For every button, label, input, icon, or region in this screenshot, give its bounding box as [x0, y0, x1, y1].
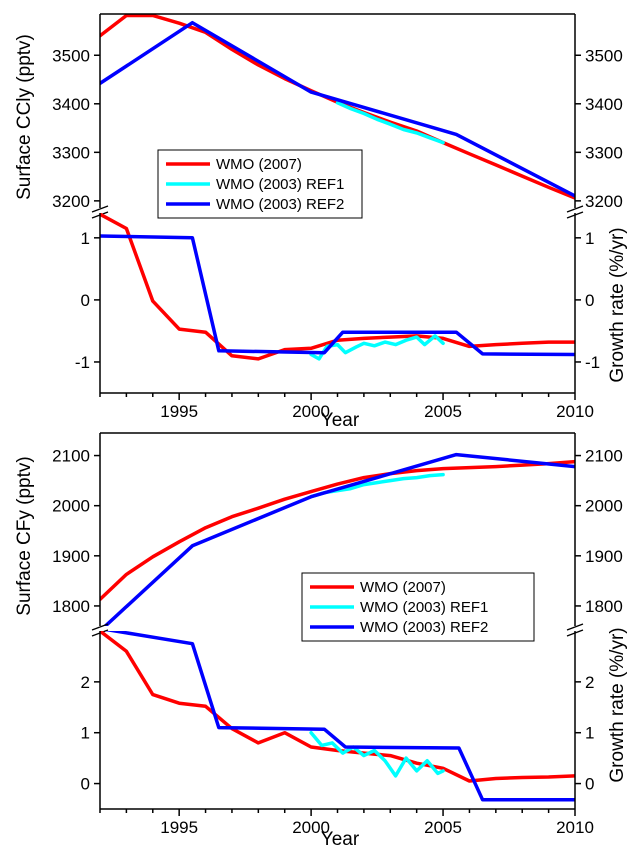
top-legend: WMO (2007) WMO (2003) REF1 WMO (2003) REF2	[157, 149, 363, 219]
legend-entry: WMO (2003) REF1	[216, 176, 344, 193]
top-upper-panel: 3200 3200 3300 3300 3400 3400 3500 3500	[52, 13, 623, 219]
ytick-label-left: 0	[81, 291, 90, 310]
ytick-label-left: 3200	[52, 192, 90, 211]
top-xlabel: Year	[321, 410, 360, 431]
xtick-label: 2010	[556, 818, 594, 837]
bottom-upper-panel: 1800 1800 1900 1900 2000 2000 2100 2100	[52, 432, 623, 637]
xtick-label: 2005	[424, 818, 462, 837]
xtick-label: 2000	[292, 818, 330, 837]
axes-frame	[99, 631, 576, 810]
top-figure: Surface CCly (pptv) Growth rate (%/yr) Y…	[14, 13, 628, 431]
series-lines	[100, 452, 575, 631]
ytick-label-left: 2000	[52, 497, 90, 516]
ytick-label-right: 1	[585, 724, 594, 743]
xtick-label: 2010	[556, 402, 594, 421]
xtick-label: 1995	[160, 818, 198, 837]
ytick-label-left: 3500	[52, 46, 90, 65]
xtick-label: 1995	[160, 402, 198, 421]
ytick-label-right: 3300	[585, 143, 623, 162]
axes-frame	[99, 213, 576, 394]
ytick-label-right: -1	[585, 353, 600, 372]
bottom-lower-panel: 0 0 1 1 2 2 1995 2000 2005 2010	[81, 631, 594, 837]
ytick-label-left: -1	[75, 353, 90, 372]
ytick-label-left: 2100	[52, 447, 90, 466]
bottom-figure: Surface CFy (pptv) Growth rate (%/yr) Ye…	[14, 432, 628, 850]
series-line-wmo-2003-ref2	[100, 452, 575, 631]
top-lower-panel: -1 -1 0 0 1 1 1995 2000 2005 2010	[75, 213, 600, 421]
xtick-label: 2005	[424, 402, 462, 421]
series-line-wmo-2003-ref2	[104, 631, 575, 802]
ytick-label-right: 1	[585, 229, 594, 248]
ytick-label-right: 1900	[585, 547, 623, 566]
series-lines	[100, 213, 575, 361]
ytick-label-left: 2	[81, 673, 90, 692]
ytick-label-right: 3400	[585, 95, 623, 114]
top-right-ylabel: Growth rate (%/yr)	[607, 227, 628, 382]
series-line-wmo-2003-ref1	[309, 730, 445, 778]
series-lines	[100, 631, 575, 802]
bottom-legend: WMO (2007) WMO (2003) REF1 WMO (2003) REF2	[301, 572, 535, 642]
xtick-label: 2000	[292, 402, 330, 421]
top-left-ylabel: Surface CCly (pptv)	[14, 34, 35, 200]
ytick-label-left: 0	[81, 775, 90, 794]
ytick-label-left: 1	[81, 229, 90, 248]
legend-entry: WMO (2003) REF2	[360, 619, 488, 636]
ytick-label-right: 3500	[585, 46, 623, 65]
series-line-wmo-2003-ref2	[100, 20, 575, 198]
series-lines	[100, 14, 575, 200]
ytick-label-left: 3400	[52, 95, 90, 114]
ytick-label-left: 3300	[52, 143, 90, 162]
ytick-label-left: 1900	[52, 547, 90, 566]
axes-frame	[99, 13, 576, 213]
legend-entry: WMO (2007)	[360, 579, 446, 596]
ytick-label-left: 1800	[52, 597, 90, 616]
ytick-label-right: 0	[585, 291, 594, 310]
bottom-xlabel: Year	[321, 829, 360, 850]
series-line-wmo-2007-	[100, 631, 575, 783]
ytick-label-right: 2100	[585, 447, 623, 466]
axes-frame	[99, 432, 576, 631]
ytick-label-right: 0	[585, 775, 594, 794]
legend-entry: WMO (2003) REF1	[360, 599, 488, 616]
ytick-label-right: 2	[585, 673, 594, 692]
legend-entry: WMO (2007)	[216, 156, 302, 173]
ytick-label-right: 1800	[585, 597, 623, 616]
legend-entry: WMO (2003) REF2	[216, 196, 344, 213]
series-line-wmo-2003-ref2	[100, 234, 575, 357]
ytick-label-right: 3200	[585, 192, 623, 211]
bottom-left-ylabel: Surface CFy (pptv)	[14, 456, 35, 615]
ytick-label-right: 2000	[585, 497, 623, 516]
series-line-wmo-2003-ref1	[335, 101, 445, 145]
series-line-wmo-2007-	[100, 459, 575, 602]
bottom-right-ylabel: Growth rate (%/yr)	[607, 627, 628, 782]
ytick-label-left: 1	[81, 724, 90, 743]
